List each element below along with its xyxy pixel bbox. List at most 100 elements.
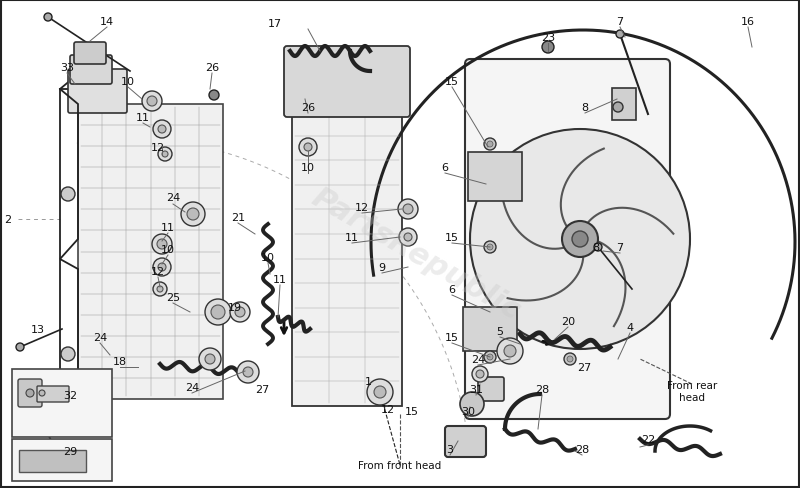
Text: 24: 24 bbox=[471, 354, 485, 364]
Circle shape bbox=[299, 139, 317, 157]
Text: 33: 33 bbox=[60, 63, 74, 73]
Text: 12: 12 bbox=[151, 142, 165, 153]
Text: 31: 31 bbox=[469, 384, 483, 394]
Text: 26: 26 bbox=[205, 63, 219, 73]
Text: 10: 10 bbox=[121, 77, 135, 87]
Text: 24: 24 bbox=[185, 382, 199, 392]
Circle shape bbox=[616, 31, 624, 39]
Text: 10: 10 bbox=[261, 252, 275, 263]
Circle shape bbox=[403, 204, 413, 215]
Circle shape bbox=[205, 354, 215, 364]
Text: 15: 15 bbox=[405, 406, 419, 416]
Text: 22: 22 bbox=[641, 434, 655, 444]
Text: 15: 15 bbox=[445, 332, 459, 342]
Bar bbox=[78, 105, 223, 399]
Text: 25: 25 bbox=[166, 292, 180, 303]
Circle shape bbox=[44, 14, 52, 22]
Text: 20: 20 bbox=[561, 316, 575, 326]
Text: 10: 10 bbox=[161, 244, 175, 254]
Text: 17: 17 bbox=[268, 19, 282, 29]
Circle shape bbox=[487, 354, 493, 360]
Text: 6: 6 bbox=[442, 163, 449, 173]
Circle shape bbox=[152, 235, 172, 254]
Circle shape bbox=[243, 367, 253, 377]
Text: 14: 14 bbox=[100, 17, 114, 27]
Circle shape bbox=[470, 130, 690, 349]
Circle shape bbox=[153, 121, 171, 139]
FancyBboxPatch shape bbox=[19, 450, 86, 472]
Circle shape bbox=[235, 307, 245, 317]
FancyBboxPatch shape bbox=[68, 70, 127, 114]
FancyBboxPatch shape bbox=[478, 377, 504, 401]
Circle shape bbox=[304, 143, 312, 152]
Circle shape bbox=[504, 346, 516, 357]
Circle shape bbox=[564, 353, 576, 365]
Text: 3: 3 bbox=[446, 444, 454, 454]
Circle shape bbox=[567, 356, 573, 362]
Circle shape bbox=[542, 42, 554, 54]
Circle shape bbox=[142, 92, 162, 112]
Text: 10: 10 bbox=[301, 163, 315, 173]
Text: 30: 30 bbox=[461, 406, 475, 416]
Circle shape bbox=[613, 103, 623, 113]
Text: 19: 19 bbox=[228, 303, 242, 312]
Circle shape bbox=[153, 283, 167, 296]
Text: 2: 2 bbox=[5, 215, 11, 224]
Bar bbox=[12, 439, 112, 481]
Circle shape bbox=[562, 222, 598, 258]
Text: 4: 4 bbox=[626, 323, 634, 332]
Circle shape bbox=[460, 392, 484, 416]
FancyBboxPatch shape bbox=[284, 47, 410, 118]
Text: From rear
head: From rear head bbox=[667, 381, 717, 402]
FancyBboxPatch shape bbox=[70, 56, 112, 85]
Circle shape bbox=[487, 142, 493, 148]
Text: 11: 11 bbox=[161, 223, 175, 232]
Text: 23: 23 bbox=[541, 33, 555, 43]
Text: 15: 15 bbox=[445, 77, 459, 87]
Text: 15: 15 bbox=[445, 232, 459, 243]
Circle shape bbox=[61, 187, 75, 202]
Circle shape bbox=[199, 348, 221, 370]
Circle shape bbox=[147, 97, 157, 107]
Circle shape bbox=[205, 299, 231, 325]
Circle shape bbox=[157, 286, 163, 292]
FancyBboxPatch shape bbox=[18, 379, 42, 407]
Circle shape bbox=[476, 370, 484, 378]
Text: 16: 16 bbox=[741, 17, 755, 27]
Circle shape bbox=[162, 152, 168, 158]
Circle shape bbox=[472, 366, 488, 382]
Text: 24: 24 bbox=[166, 193, 180, 203]
Circle shape bbox=[39, 390, 45, 396]
Bar bbox=[12, 369, 112, 437]
Text: 12: 12 bbox=[151, 266, 165, 276]
Circle shape bbox=[157, 240, 167, 249]
Text: 9: 9 bbox=[378, 263, 386, 272]
Text: PartsRepublic: PartsRepublic bbox=[306, 183, 526, 325]
Circle shape bbox=[61, 347, 75, 361]
Text: 6: 6 bbox=[449, 285, 455, 294]
Text: 12: 12 bbox=[355, 203, 369, 213]
Text: 11: 11 bbox=[345, 232, 359, 243]
Circle shape bbox=[181, 203, 205, 226]
Text: 27: 27 bbox=[255, 384, 269, 394]
Circle shape bbox=[26, 389, 34, 397]
FancyBboxPatch shape bbox=[445, 426, 486, 457]
FancyBboxPatch shape bbox=[37, 386, 69, 402]
Circle shape bbox=[230, 303, 250, 323]
FancyBboxPatch shape bbox=[612, 89, 636, 121]
Text: 13: 13 bbox=[31, 325, 45, 334]
FancyBboxPatch shape bbox=[74, 43, 106, 65]
FancyBboxPatch shape bbox=[468, 153, 522, 202]
Text: 8: 8 bbox=[593, 243, 599, 252]
Text: 32: 32 bbox=[63, 390, 77, 400]
Bar bbox=[292, 112, 402, 406]
Circle shape bbox=[399, 228, 417, 246]
Text: 12: 12 bbox=[381, 404, 395, 414]
Text: 18: 18 bbox=[113, 356, 127, 366]
Text: 1: 1 bbox=[365, 376, 371, 386]
Text: 7: 7 bbox=[617, 243, 623, 252]
Circle shape bbox=[211, 305, 225, 319]
Text: From front head: From front head bbox=[358, 460, 442, 470]
Circle shape bbox=[487, 244, 493, 250]
Circle shape bbox=[572, 231, 588, 247]
